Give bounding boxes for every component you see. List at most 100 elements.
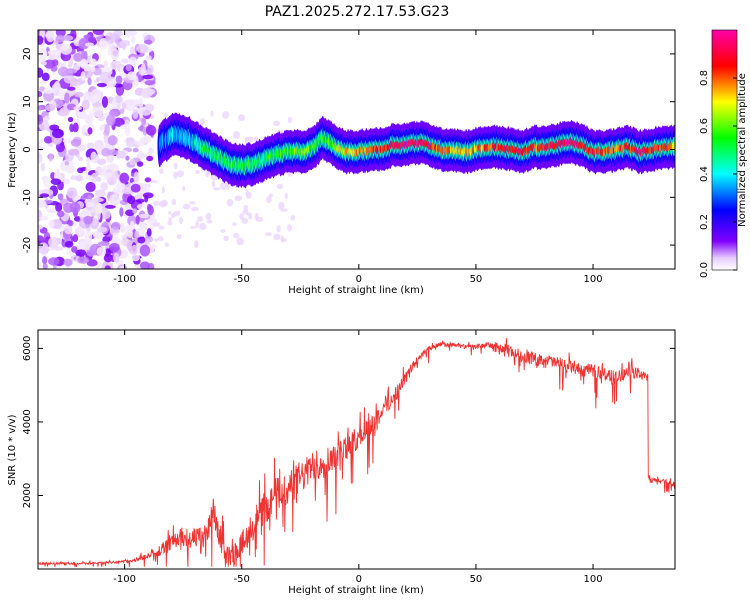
ridge-cell <box>671 141 675 152</box>
noise-blob <box>48 153 53 162</box>
noise-blob <box>134 140 146 146</box>
noise-blob <box>104 124 110 136</box>
noise-blob <box>79 58 88 69</box>
noise-blob <box>139 261 150 269</box>
noise-blob <box>280 235 284 243</box>
noise-blob <box>42 61 47 66</box>
noise-blob <box>41 72 50 82</box>
noise-blob <box>71 246 78 253</box>
noise-blob <box>110 60 118 70</box>
bottom-x-axis-label: Height of straight line (km) <box>288 585 424 596</box>
noise-blob <box>176 233 182 240</box>
noise-blob <box>104 204 116 209</box>
noise-blob <box>141 117 146 126</box>
noise-blob <box>75 174 84 182</box>
noise-blob <box>119 108 125 114</box>
noise-blob <box>144 79 156 86</box>
noise-blob <box>145 55 152 61</box>
top-y-axis: -20 -10 0 10 20 <box>22 30 675 253</box>
noise-blob <box>125 63 132 72</box>
noise-blob <box>136 203 145 210</box>
noise-blob <box>206 219 213 224</box>
noise-blob <box>146 228 152 237</box>
noise-blob <box>245 188 249 197</box>
noise-blob <box>273 233 281 241</box>
noise-blob <box>107 135 118 146</box>
noise-blob <box>248 214 253 220</box>
noise-blob <box>97 114 105 122</box>
noise-blob <box>142 74 154 80</box>
noise-blob <box>119 222 125 234</box>
noise-blob <box>200 117 205 126</box>
noise-blob <box>129 159 136 166</box>
noise-blob <box>66 187 78 199</box>
noise-blob <box>45 104 55 112</box>
noise-blob <box>237 114 246 122</box>
noise-blob <box>83 215 94 225</box>
noise-blob <box>125 155 130 161</box>
noise-blob <box>95 189 106 198</box>
noise-blob <box>109 242 120 253</box>
noise-blob <box>95 202 103 215</box>
noise-blob <box>158 200 167 208</box>
noise-blob <box>104 265 111 269</box>
noise-blob <box>55 168 61 178</box>
noise-blob <box>106 176 117 186</box>
noise-blob <box>126 195 136 205</box>
noise-blob <box>64 240 74 248</box>
noise-blob <box>146 155 154 162</box>
noise-blob <box>171 212 176 219</box>
colorbar-tick-label: 0.6 <box>699 118 710 134</box>
noise-blob <box>152 222 161 227</box>
noise-blob <box>67 68 78 74</box>
noise-blob <box>107 41 118 52</box>
noise-blob <box>78 38 90 50</box>
noise-blob <box>38 91 43 98</box>
noise-blob <box>43 87 54 94</box>
noise-blob <box>212 187 221 191</box>
noise-blob <box>236 237 244 246</box>
colorbar-tick-label: 0.2 <box>699 214 710 230</box>
noise-blob <box>64 92 70 104</box>
noise-blob <box>194 170 200 175</box>
noise-blob <box>103 60 108 67</box>
noise-blob <box>205 212 212 220</box>
noise-blob <box>38 153 43 164</box>
noise-blob <box>135 214 140 225</box>
colorbar-tick-label: 0.0 <box>699 262 710 278</box>
noise-blob <box>86 156 91 166</box>
noise-blob <box>40 162 46 172</box>
noise-blob <box>39 138 44 144</box>
signal-ridge <box>157 112 675 189</box>
noise-blob <box>168 210 172 215</box>
noise-blob <box>84 231 93 243</box>
noise-blob <box>96 246 107 257</box>
noise-blob <box>88 111 94 123</box>
noise-blob <box>133 171 140 184</box>
noise-blob <box>55 202 63 212</box>
noise-blob <box>80 71 86 82</box>
noise-blob <box>232 232 240 239</box>
noise-blob <box>290 214 295 221</box>
y-tick-label: 4000 <box>22 409 33 434</box>
noise-blob <box>57 109 70 117</box>
noise-blob <box>198 222 207 231</box>
noise-blob <box>63 258 73 267</box>
noise-blob <box>223 235 229 241</box>
noise-blob <box>132 208 138 214</box>
snr-series <box>38 338 675 567</box>
x-tick-label: -50 <box>234 274 250 285</box>
noise-blob <box>38 261 42 269</box>
x-tick-label: 50 <box>470 274 483 285</box>
noise-blob <box>113 117 125 127</box>
y-tick-label: 2000 <box>22 483 33 508</box>
noise-blob <box>119 172 130 184</box>
noise-blob <box>190 206 199 212</box>
noise-blob <box>58 89 65 101</box>
noise-blob <box>72 234 79 243</box>
noise-blob <box>69 201 81 214</box>
noise-blob <box>134 231 140 239</box>
colorbar-gradient <box>711 29 738 271</box>
noise-blob <box>55 34 65 43</box>
x-tick-label: -100 <box>113 274 136 285</box>
